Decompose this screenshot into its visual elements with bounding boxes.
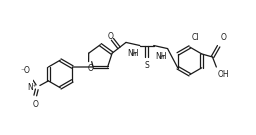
Text: O: O — [33, 100, 39, 109]
Text: O: O — [87, 64, 93, 73]
Text: NH: NH — [127, 49, 139, 58]
Text: H: H — [159, 55, 164, 60]
Text: ⁻O: ⁻O — [20, 67, 30, 75]
Text: O: O — [107, 32, 113, 41]
Text: H: H — [131, 52, 136, 57]
Text: S: S — [144, 61, 149, 70]
Text: N⁺: N⁺ — [28, 82, 38, 92]
Text: OH: OH — [218, 70, 230, 79]
Text: Cl: Cl — [191, 33, 199, 42]
Text: NH: NH — [155, 52, 166, 61]
Text: O: O — [220, 33, 226, 42]
